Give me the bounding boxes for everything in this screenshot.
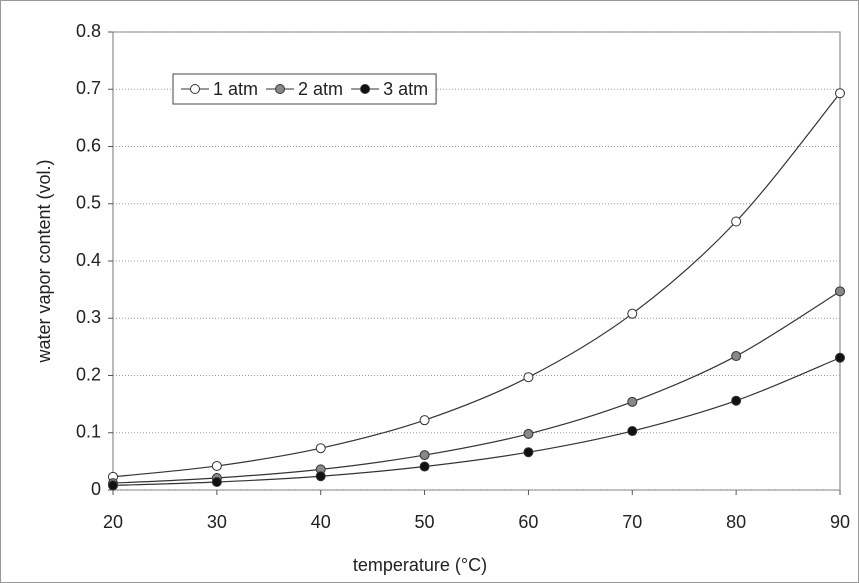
legend-label: 3 atm	[383, 79, 428, 99]
x-tick-label: 60	[518, 512, 538, 532]
x-axis-label: temperature (°C)	[353, 555, 487, 575]
series-line	[112, 357, 841, 487]
x-tick-label: 80	[726, 512, 746, 532]
marker	[315, 443, 326, 454]
marker	[108, 480, 118, 491]
marker	[211, 460, 222, 471]
y-tick-label: 0.8	[76, 21, 101, 41]
legend-marker	[360, 84, 371, 94]
x-tick-label: 20	[103, 512, 123, 532]
x-tick-label: 90	[830, 512, 850, 532]
marker	[419, 415, 430, 426]
marker	[627, 396, 638, 407]
y-tick-label: 0.5	[76, 193, 101, 213]
marker	[523, 428, 534, 439]
legend-label: 2 atm	[298, 79, 343, 99]
y-tick-label: 0.7	[76, 78, 101, 98]
marker	[419, 461, 430, 472]
legend-box	[172, 73, 437, 105]
marker	[627, 308, 638, 319]
x-tick-label: 40	[311, 512, 331, 532]
marker	[627, 426, 638, 437]
marker	[835, 352, 845, 363]
y-tick-label: 0.1	[76, 422, 101, 442]
marker	[731, 351, 742, 362]
marker	[835, 286, 845, 297]
y-tick-label: 0.2	[76, 364, 101, 384]
legend-marker	[275, 84, 286, 94]
marker	[523, 372, 534, 383]
y-tick-label: 0	[91, 479, 101, 499]
marker	[315, 471, 326, 482]
legend-marker	[190, 84, 200, 94]
marker	[211, 476, 222, 487]
marker	[523, 447, 534, 458]
marker	[835, 88, 845, 99]
marker	[419, 450, 430, 461]
y-tick-label: 0.6	[76, 135, 101, 155]
x-tick-label: 50	[415, 512, 435, 532]
marker	[731, 216, 742, 227]
y-tick-label: 0.4	[76, 250, 101, 270]
x-tick-label: 70	[622, 512, 642, 532]
legend-label: 1 atm	[213, 79, 258, 99]
y-tick-label: 0.3	[76, 307, 101, 327]
x-tick-label: 30	[207, 512, 227, 532]
y-axis-label: water vapor content (vol.)	[34, 159, 54, 363]
marker	[731, 395, 742, 406]
